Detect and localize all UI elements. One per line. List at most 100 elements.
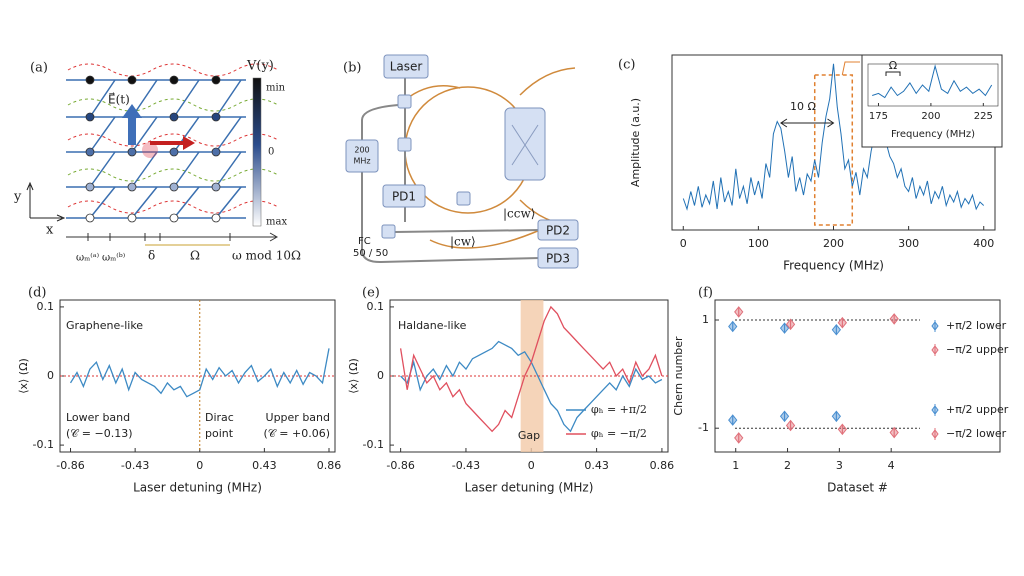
data-point [889,313,899,325]
setup-diagram: (b) Laser 200 MHz PD1 PD2 PD3 FC 50 / 50… [343,54,579,269]
annotation: (𝒞 = +0.06) [263,427,330,440]
x-tick-label: 0 [528,459,535,472]
node-label: MHz [353,157,370,166]
colorbar-label: 0 [268,147,274,158]
y-tick-label: 0 [377,369,384,382]
chart: (d) Laser detuning (MHz) ⟨x⟩ (Ω) -0.86 -0.43… [17,286,341,495]
data-point [728,320,738,333]
y-tick-label: 0.1 [37,300,55,313]
annotation: 10 Ω [790,100,816,113]
x-tick-label: 0.86 [317,459,342,472]
data-point [831,323,842,336]
axis-label: ωₘ⁽ᵃ⁾ [76,253,99,264]
panel-label: (c) [618,58,635,73]
panel-label: (d) [28,286,46,301]
annotation: point [205,427,234,440]
inset-axis-title: Frequency (MHz) [891,129,975,140]
colorbar-title: V(y) [246,59,274,74]
axis-label: Ω [190,249,200,263]
chart: (e) Laser detuning (MHz) ⟨x⟩ (Ω) -0.86 -0.43… [347,286,674,495]
x-axis-title: Laser detuning (MHz) [133,481,262,495]
data-point [837,316,848,329]
data-point [785,419,796,432]
x-tick-label: 100 [748,237,769,250]
x-tick-label: -0.43 [121,459,149,472]
annotation: Dirac [205,411,234,424]
inset-frame [861,54,1003,148]
y-axis-title: Chern number [672,336,685,416]
panel-label: (a) [30,61,48,76]
axis-label: ω mod 10Ω [232,249,301,263]
y-axis-title: Amplitude (a.u.) [629,98,642,187]
chart: (f) Dataset # Chern number 1 2 3 4 -1 1 +π/2 lowe… [672,286,1009,495]
y-axis-title: ⟨x⟩ (Ω) [347,358,360,394]
legend-label: −π/2 lower [946,427,1007,440]
legend-label: φₕ = −π/2 [591,427,647,440]
legend-swatch [931,345,939,355]
data-point [889,426,899,439]
node-label: PD1 [392,190,416,204]
node-label: PD2 [546,224,570,238]
inset-plot [867,63,999,107]
chart: (c) Frequency (MHz) Amplitude (a.u.) 0 100 20… [618,54,1003,273]
spacing-arrow [780,118,835,128]
gap-region [520,300,544,452]
inset-annotation: Ω [889,59,897,72]
node-label: PD3 [546,252,570,266]
annotation: Upper band [266,411,330,424]
node-label: 200 [354,146,369,155]
x-tick-label: 0.86 [650,459,675,472]
data-point [734,432,744,444]
x-axis-title: Laser detuning (MHz) [465,481,594,495]
annotation: Haldane-like [398,319,467,332]
x-tick-label: -0.86 [56,459,84,472]
legend-label: φₕ = +π/2 [591,403,647,416]
zoom-region [813,74,854,226]
colorbar-label: min [266,83,286,94]
plot-frame [714,299,1001,453]
annotation: (𝒞 = −0.13) [66,427,133,440]
y-tick-label: 0.1 [367,300,385,313]
panel-label: (b) [343,61,361,76]
x-tick-label: -0.43 [452,459,480,472]
data-line [682,63,985,211]
axis-label: ωₘ⁽ᵇ⁾ [102,253,125,264]
y-tick-label: 1 [702,313,709,326]
data-point [734,306,744,318]
x-axis-title: Dataset # [827,481,888,495]
x-tick-label: -0.86 [386,459,414,472]
x-tick-label: 400 [973,237,994,250]
data-point [728,414,738,426]
coupler-label: 50 / 50 [353,248,388,259]
x-axis-title: Frequency (MHz) [783,259,884,273]
mode-label: |ccw⟩ [503,207,535,221]
legend-swatch [931,429,939,439]
annotation: Lower band [66,411,130,424]
y-tick-label: -0.1 [363,438,384,451]
axis-label: y [13,190,22,205]
data-point [831,410,842,423]
x-tick-label: 0 [680,237,687,250]
inset-tick-label: 225 [974,111,993,122]
x-tick-label: 1 [732,459,739,472]
panel-label: (f) [698,286,713,301]
inset-tick-label: 200 [921,111,940,122]
data-point [779,410,790,423]
field-label: E⃗(t) [108,91,130,106]
y-tick-label: -1 [698,421,709,434]
legend-swatch [931,321,939,331]
data-line [399,305,663,433]
y-tick-label: -0.1 [33,438,54,451]
y-axis-title: ⟨x⟩ (Ω) [17,358,30,394]
colorbar-label: max [266,217,287,228]
inset-tick-label: 175 [869,111,888,122]
inset-line [872,64,993,99]
x-tick-label: 2 [784,459,791,472]
x-tick-label: 0 [196,459,203,472]
node-label: Laser [390,60,423,74]
annotation: Graphene-like [66,319,143,332]
annotation: Gap [518,429,540,442]
panel-label: (e) [362,286,380,301]
